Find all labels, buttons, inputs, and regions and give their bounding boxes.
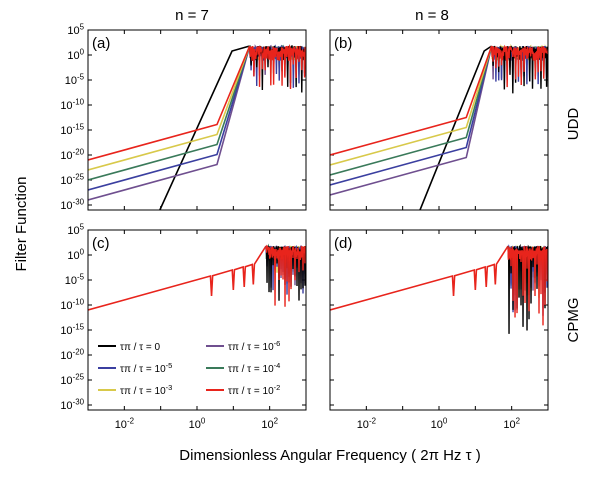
x-axis-label: Dimensionless Angular Frequency ( 2π Hz …: [179, 447, 480, 464]
panel-label: (c): [92, 235, 110, 252]
y-tick-label: 10-15: [60, 123, 84, 137]
noise-series: [265, 244, 306, 307]
legend: τπ / τ = 0 τπ / τ = 10-6 τπ / τ = 10-5 τπ /…: [98, 339, 280, 397]
y-tick-label: 105: [67, 23, 84, 37]
series-line: [88, 45, 251, 181]
series-line: [330, 45, 493, 156]
y-axis-label: Filter Function: [13, 176, 30, 271]
y-tick-label: 10-10: [60, 98, 84, 112]
legend-label: τπ / τ = 10-3: [120, 383, 172, 397]
col-title-n8: n = 8: [415, 7, 449, 24]
y-tick-label: 100: [67, 48, 84, 62]
legend-label: τπ / τ = 10-4: [228, 361, 280, 375]
series-line: [330, 45, 493, 196]
panel-a: 105 100 10-5 10-10 10-15 10-20 10-25 10-30 (a): [60, 23, 307, 212]
panel-frame: [87, 229, 307, 411]
row-label-udd: UDD: [565, 108, 582, 141]
legend-label: τπ / τ = 10-2: [228, 383, 280, 397]
series-line: [88, 45, 251, 161]
series-line: [419, 45, 493, 210]
y-tick-label: 10-5: [65, 273, 85, 287]
y-tick-label: 10-5: [65, 73, 85, 87]
noise-series: [248, 43, 306, 90]
panel-plot-area: [330, 43, 548, 210]
y-tick-label: 10-30: [60, 398, 84, 412]
noise-series: [507, 245, 548, 326]
panel-frame: [329, 229, 549, 411]
series-line: [88, 45, 251, 191]
series-line: [330, 45, 493, 176]
series-line: [330, 45, 493, 166]
panel-frame: [87, 29, 307, 211]
panel-c: 105 100 10-5 10-10 10-15 10-20 10-25 10-30 10-2 1…: [60, 223, 307, 431]
panel-plot-area: [330, 243, 548, 334]
y-tick-label: 10-30: [60, 198, 84, 212]
series-line: [88, 245, 267, 311]
y-tick-label: 10-10: [60, 298, 84, 312]
series-line: [88, 45, 251, 201]
series-line: [330, 245, 509, 311]
panel-plot-area: [88, 243, 306, 311]
y-tick-label: 10-25: [60, 173, 84, 187]
y-tick-label: 105: [67, 223, 84, 237]
panel-label: (b): [334, 35, 352, 52]
col-title-n7: n = 7: [175, 7, 209, 24]
x-tick-label: 100: [431, 417, 448, 431]
series-line: [330, 45, 493, 186]
y-tick-label: 10-20: [60, 148, 84, 162]
panel-d: 10-2 100 102 (d): [329, 229, 549, 431]
row-label-cpmg: CPMG: [565, 298, 582, 343]
series-line: [88, 45, 251, 171]
x-tick-label: 100: [189, 417, 206, 431]
x-tick-label: 102: [261, 417, 278, 431]
panel-label: (d): [334, 235, 352, 252]
x-tick-label: 102: [503, 417, 520, 431]
panel-plot-area: [88, 43, 306, 210]
y-tick-label: 100: [67, 248, 84, 262]
x-tick-label: 10-2: [115, 417, 134, 431]
series-line: [158, 45, 250, 210]
panel-frame: [329, 29, 549, 211]
panel-label: (a): [92, 35, 110, 52]
legend-label: τπ / τ = 0: [120, 342, 161, 353]
y-tick-label: 10-20: [60, 348, 84, 362]
x-tick-label: 10-2: [357, 417, 376, 431]
y-tick-label: 10-25: [60, 373, 84, 387]
legend-label: τπ / τ = 10-6: [228, 339, 280, 353]
legend-label: τπ / τ = 10-5: [120, 361, 172, 375]
panel-b: (b): [329, 29, 549, 211]
y-tick-label: 10-15: [60, 323, 84, 337]
noise-series: [490, 44, 548, 88]
